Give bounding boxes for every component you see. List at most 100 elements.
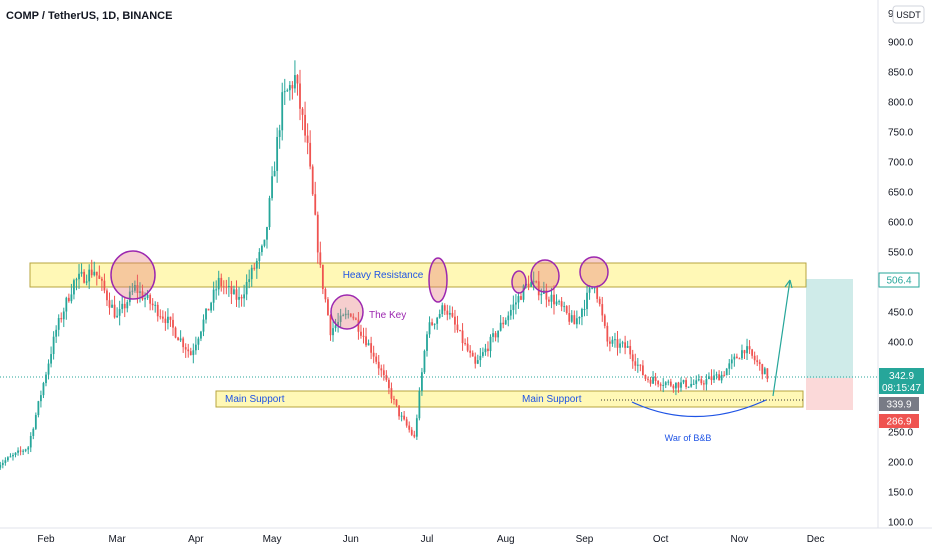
candle-body (682, 380, 685, 383)
circle-annotation-aug-1[interactable] (511, 270, 527, 294)
candle-body (1, 462, 4, 466)
candle-body (352, 316, 355, 319)
candle-body (182, 338, 185, 348)
main-support-label-left: Main Support (225, 394, 285, 405)
candle-body (408, 425, 411, 430)
candle-body (509, 309, 512, 316)
candle-body (113, 304, 116, 318)
candle-body (667, 381, 670, 383)
candle-body (151, 303, 154, 306)
candle-body (733, 356, 736, 360)
candle-body (42, 383, 45, 396)
y-tick-label: 150.0 (888, 488, 913, 499)
candle-body (0, 465, 2, 468)
x-tick-label: Jun (343, 534, 359, 545)
position-target-zone[interactable] (806, 279, 853, 378)
main-support-zone[interactable] (215, 390, 804, 408)
candle-body (715, 374, 718, 376)
candle-body (675, 382, 677, 389)
candle-body (309, 142, 312, 167)
candle-body (311, 166, 314, 195)
candle-body (743, 350, 746, 354)
heavy-resistance-zone[interactable] (29, 262, 807, 288)
candle-body (291, 85, 294, 89)
candle-body (708, 376, 710, 380)
circle-annotation-key[interactable] (330, 294, 364, 330)
position-stop-zone[interactable] (806, 378, 853, 410)
candle-body (111, 304, 113, 308)
candle-body (601, 304, 604, 316)
y-tick-label: 800.0 (888, 98, 913, 109)
candle-body (253, 267, 256, 269)
candle-body (522, 285, 525, 300)
support-price-value: 339.9 (886, 400, 911, 411)
candle-body (134, 285, 136, 291)
war-arc[interactable] (631, 399, 767, 418)
candle-body (238, 296, 240, 300)
candle-body (354, 318, 357, 320)
candle-body (314, 194, 317, 215)
candle-body (451, 312, 454, 317)
candle-body (116, 315, 119, 318)
candle-body (629, 345, 632, 355)
candle-body (428, 322, 431, 335)
candle-body (695, 380, 698, 384)
candle-body (502, 322, 505, 325)
y-tick-label: 700.0 (888, 158, 913, 169)
candle-body (57, 318, 60, 330)
candle-body (756, 360, 759, 363)
candle-body (316, 214, 319, 253)
candle-body (730, 359, 733, 364)
candle-body (281, 92, 284, 131)
circle-annotation-aug-2[interactable] (530, 259, 560, 293)
candle-body (261, 245, 263, 253)
circle-annotation-jul[interactable] (428, 257, 448, 303)
candle-body (106, 290, 108, 301)
candle-body (690, 383, 693, 387)
currency-button[interactable] (892, 5, 925, 24)
y-tick-label: 250.0 (888, 428, 913, 439)
candle-body (611, 339, 614, 344)
candle-body (568, 313, 571, 322)
circle-annotation-mar[interactable] (110, 250, 156, 300)
candle-body (418, 391, 421, 419)
candle-body (626, 345, 629, 348)
candle-body (266, 227, 268, 240)
chart-title: COMP / TetherUS, 1D, BINANCE (6, 10, 172, 22)
candle-body (276, 136, 279, 171)
y-tick-label: 450.0 (888, 308, 913, 319)
candle-body (210, 302, 212, 311)
candle-body (423, 350, 426, 373)
candle-body (294, 75, 296, 89)
candle-body (273, 170, 276, 177)
candle-body (327, 299, 329, 316)
candle-body (558, 301, 560, 303)
candle-body (108, 300, 111, 308)
candle-body (624, 342, 627, 348)
x-tick-label: Apr (188, 534, 204, 545)
candle-body (474, 356, 477, 364)
candle-body (753, 355, 756, 361)
candle-body (159, 316, 162, 318)
candle-body (669, 381, 672, 386)
candle-body (395, 399, 398, 406)
candle-body (55, 329, 58, 337)
resistance-price-value: 506.4 (886, 276, 911, 287)
candle-body (545, 290, 548, 300)
target-arrow-line[interactable] (772, 279, 791, 397)
circle-annotation-sep[interactable] (579, 256, 609, 288)
candle-body (499, 322, 502, 331)
candle-body (735, 356, 738, 359)
candle-body (17, 450, 19, 453)
candle-body (78, 273, 80, 280)
candle-body (268, 198, 271, 228)
candle-body (728, 363, 731, 369)
candles-layer (0, 60, 769, 470)
candle-body (507, 315, 510, 321)
resistance-price-tag (878, 272, 920, 288)
candle-body (484, 348, 487, 353)
candle-body (466, 343, 469, 351)
candle-body (403, 415, 406, 420)
candle-body (52, 336, 55, 355)
